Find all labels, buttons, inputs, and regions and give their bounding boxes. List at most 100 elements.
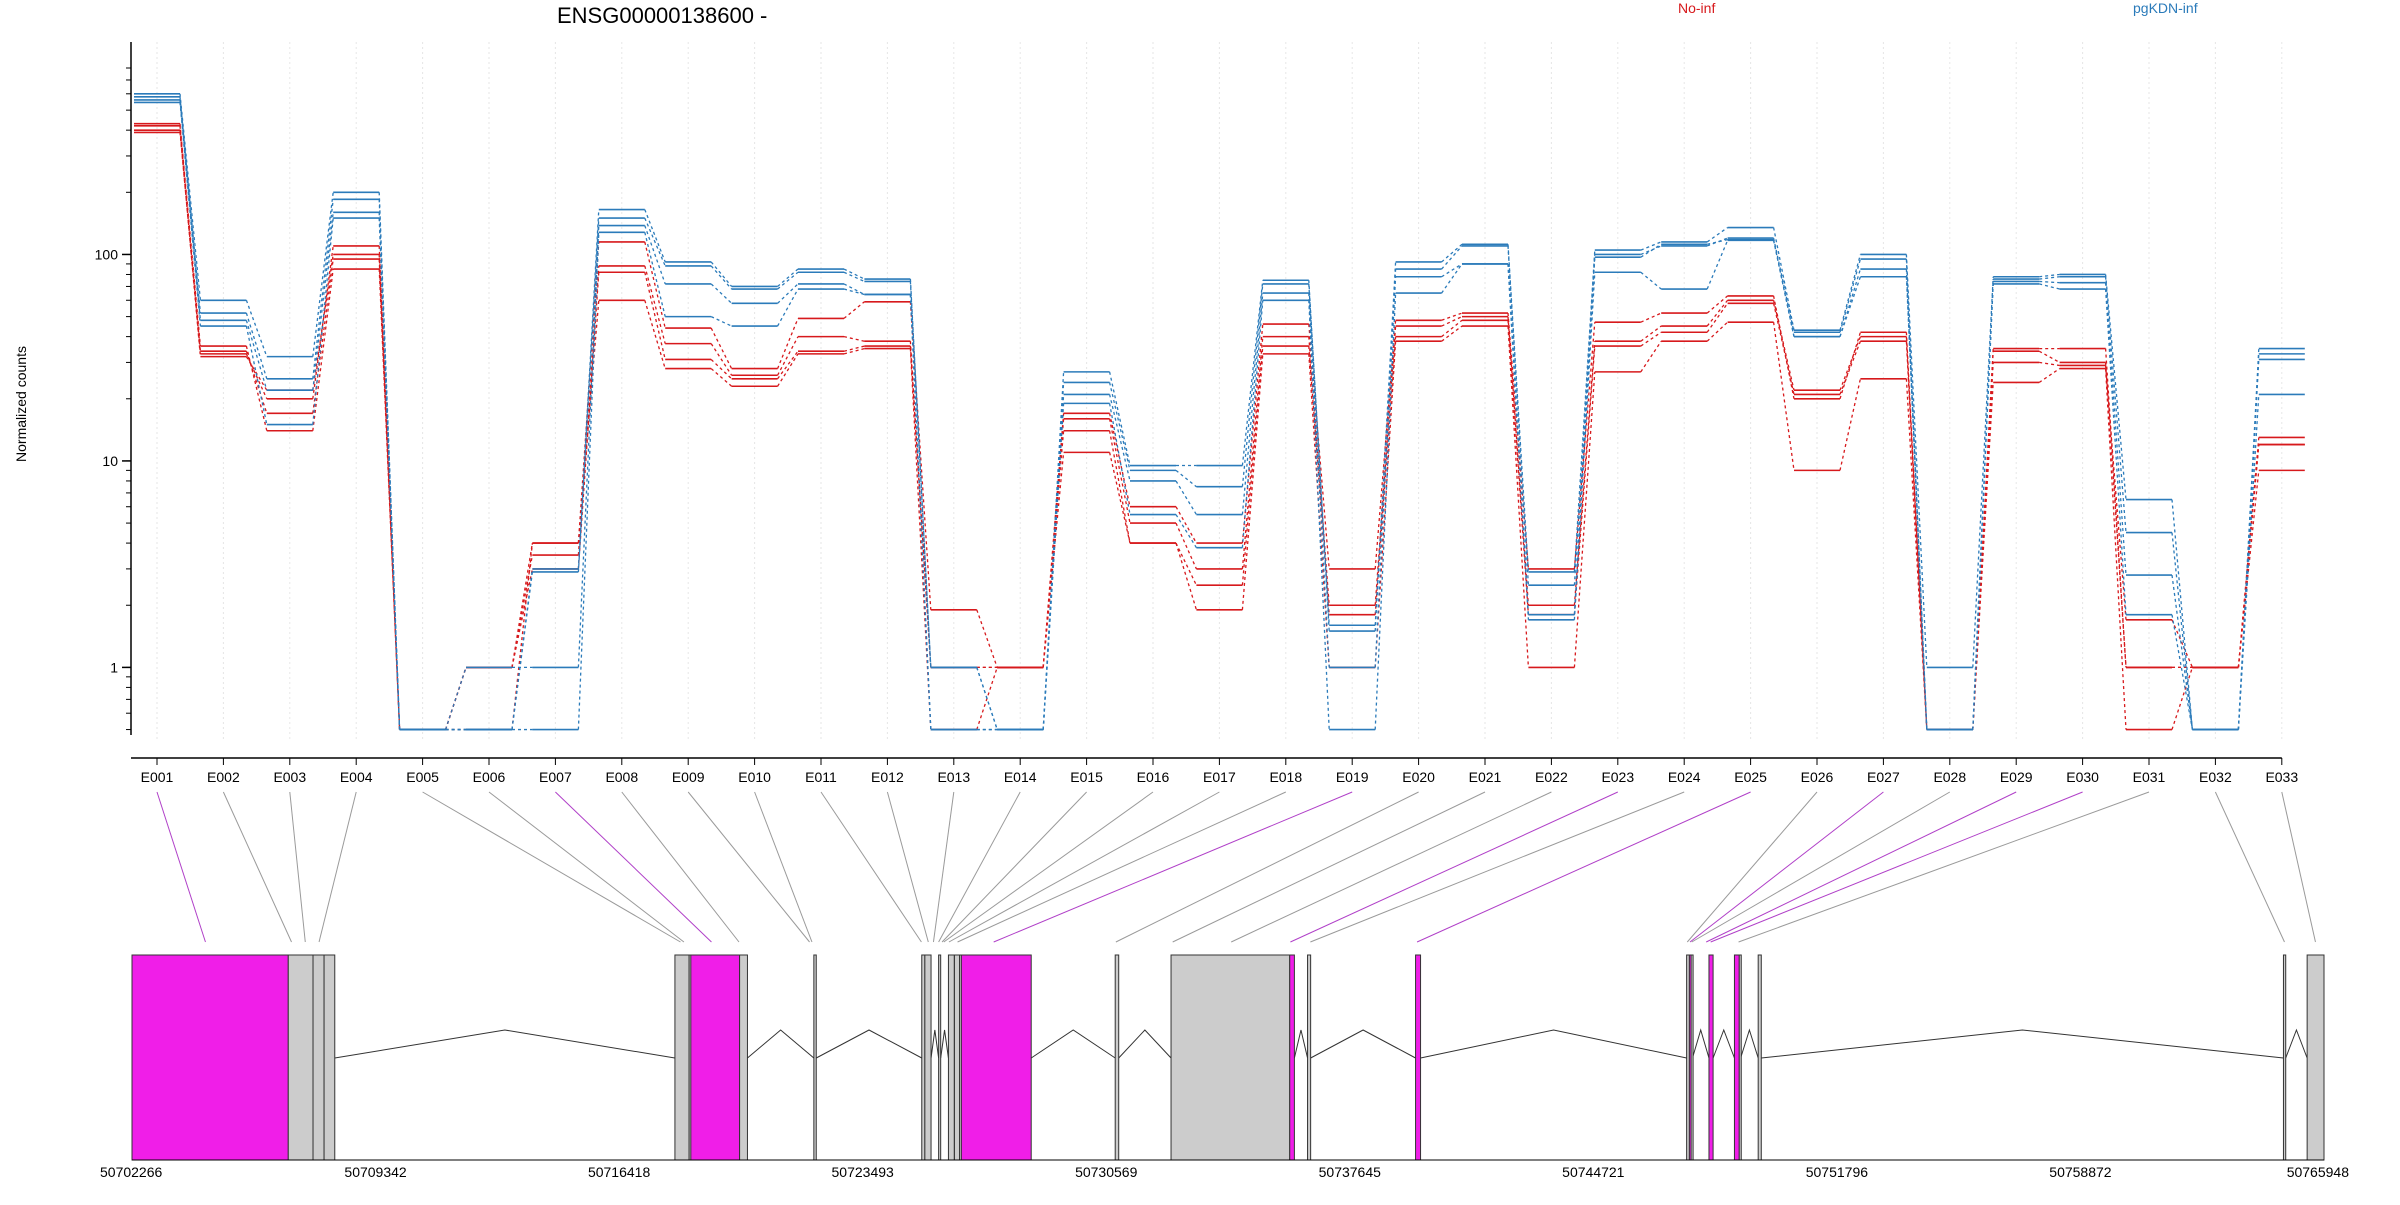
step-transition xyxy=(1706,227,1728,243)
step-transition xyxy=(1839,276,1862,337)
exon-box-E027 xyxy=(1738,954,1742,1161)
y-axis-label: Normalized counts xyxy=(13,346,29,462)
series-No-inf-4 xyxy=(134,122,2305,731)
intron-line xyxy=(940,1029,949,1059)
step-transition xyxy=(1108,371,1131,466)
coordinate-axis: 50702266 50709342 50716418 50723493 50730569… xyxy=(100,1159,2349,1180)
step-transition xyxy=(1573,272,1596,620)
gene-structure xyxy=(131,954,2325,1161)
step-transition xyxy=(1839,378,1862,471)
series-layer xyxy=(134,92,2305,731)
step-transition xyxy=(1640,340,1662,373)
step-transition xyxy=(1706,302,1729,333)
step-transition xyxy=(976,609,998,668)
step-transition xyxy=(909,294,932,730)
step-transition xyxy=(511,571,534,730)
step-transition xyxy=(843,271,865,283)
exon-connector xyxy=(1738,791,2150,943)
exon-box-E021 xyxy=(1415,954,1422,1161)
x-tick-label: E006 xyxy=(473,769,506,785)
exon-connector xyxy=(555,791,712,943)
step-transition xyxy=(710,265,733,290)
step-transition xyxy=(1640,312,1662,323)
step-transition xyxy=(1175,506,1197,544)
exon-connector xyxy=(1310,791,1685,943)
step-transition xyxy=(777,350,799,380)
exon-box-E025 xyxy=(1708,954,1714,1161)
step-transition xyxy=(1839,268,1862,337)
coordinate-tick-label: 50751796 xyxy=(1806,1164,1869,1180)
x-tick-label: E008 xyxy=(605,769,638,785)
x-tick-label: E024 xyxy=(1668,769,1701,785)
step-transition xyxy=(710,283,733,304)
x-tick-label: E028 xyxy=(1933,769,1966,785)
step-transition xyxy=(1640,271,1662,290)
exon-box-E029 xyxy=(2282,954,2287,1161)
step-transition xyxy=(2171,619,2193,668)
exon-box-E002 xyxy=(287,954,314,1161)
step-transition xyxy=(2104,289,2127,615)
step-transition xyxy=(777,353,799,387)
step-transition xyxy=(1972,283,1994,730)
step-transition xyxy=(2039,273,2060,278)
step-transition xyxy=(843,268,865,280)
x-tick-label: E014 xyxy=(1004,769,1037,785)
step-transition xyxy=(1972,382,1994,730)
step-transition xyxy=(1241,346,1264,586)
step-transition xyxy=(1241,300,1264,548)
x-tick-label: E015 xyxy=(1070,769,1103,785)
step-transition xyxy=(1308,336,1330,606)
exon-connector xyxy=(289,791,306,943)
step-transition xyxy=(2104,365,2127,620)
intron-line xyxy=(1691,1028,1710,1059)
exon-box-E030 xyxy=(2306,954,2325,1161)
exon-box-E008 xyxy=(739,954,748,1161)
exon-connector xyxy=(1172,791,1486,943)
step-transition xyxy=(2171,499,2194,730)
step-transition xyxy=(1241,324,1264,544)
step-transition xyxy=(2171,614,2194,730)
step-transition xyxy=(843,345,865,352)
step-transition xyxy=(1241,293,1264,515)
step-transition xyxy=(1573,322,1596,569)
step-transition xyxy=(1374,326,1397,606)
step-transition xyxy=(1507,313,1530,569)
exon-box-E001 xyxy=(131,954,289,1161)
series-No-inf-3 xyxy=(134,131,2305,731)
step-transition xyxy=(245,325,268,425)
step-transition xyxy=(909,281,932,668)
step-transition xyxy=(777,288,799,327)
step-transition xyxy=(1441,312,1463,321)
intron-line xyxy=(1118,1029,1172,1059)
exon-box-E017 xyxy=(1114,954,1120,1161)
coordinate-tick-label: 50716418 xyxy=(588,1164,651,1180)
exon-connector xyxy=(1115,791,1419,943)
exon-connector xyxy=(886,791,929,943)
step-transition xyxy=(2237,444,2260,668)
step-transition xyxy=(2039,280,2060,284)
step-transition xyxy=(710,359,733,380)
x-tick-label: E003 xyxy=(273,769,306,785)
step-transition xyxy=(1507,320,1530,615)
step-transition xyxy=(1640,325,1662,342)
coordinate-tick-label: 50730569 xyxy=(1075,1164,1138,1180)
step-transition xyxy=(2171,667,2194,730)
step-transition xyxy=(245,320,268,391)
exon-box-E018 xyxy=(1170,954,1291,1161)
step-transition xyxy=(1905,254,1928,668)
step-transition xyxy=(843,347,865,355)
x-tick-label: E010 xyxy=(738,769,771,785)
x-tick-label: E023 xyxy=(1601,769,1634,785)
exon-connector xyxy=(156,791,206,943)
x-tick-label: E011 xyxy=(805,769,837,785)
step-transition xyxy=(577,300,600,544)
step-transition xyxy=(1839,340,1862,395)
step-transition xyxy=(2039,361,2060,367)
step-transition xyxy=(777,271,799,290)
step-transition xyxy=(179,123,202,347)
exon-connector xyxy=(687,791,810,943)
step-transition xyxy=(378,218,401,730)
coordinate-tick-label: 50737645 xyxy=(1319,1164,1382,1180)
step-transition xyxy=(1507,326,1530,668)
